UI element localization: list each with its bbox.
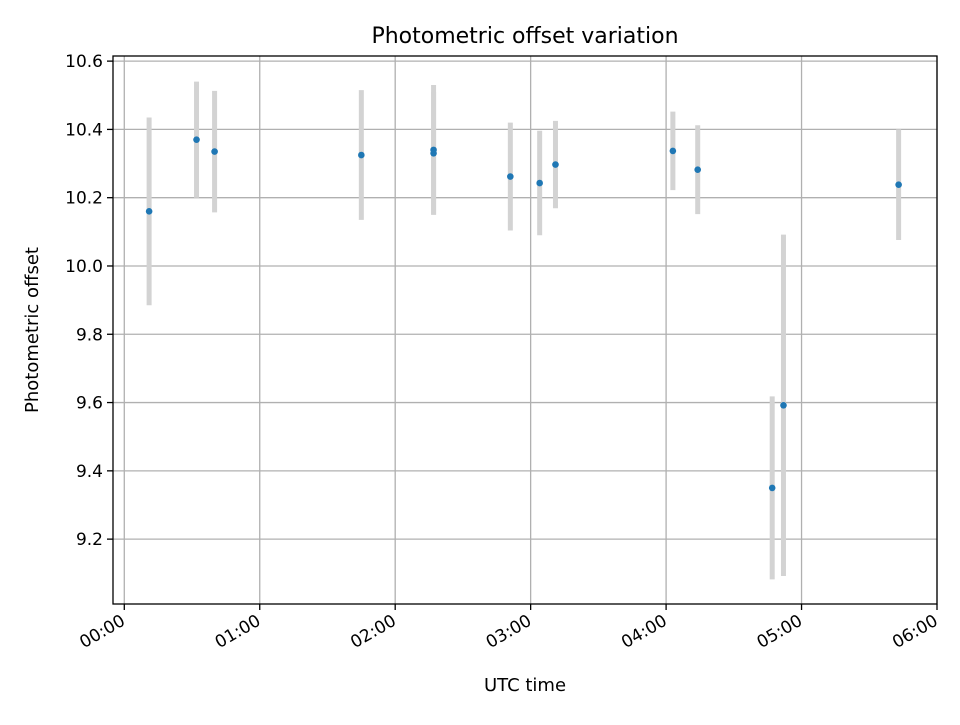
- chart-title: Photometric offset variation: [371, 24, 678, 49]
- data-point: [895, 181, 902, 189]
- data-points: [145, 136, 902, 492]
- data-point: [193, 136, 200, 143]
- data-point: [780, 401, 787, 409]
- data-point: [507, 173, 514, 180]
- y-axis-label: Photometric offset: [22, 247, 43, 413]
- plot-frame: [112, 55, 938, 605]
- y-tick-label: 9.6: [76, 394, 103, 414]
- data-point: [211, 148, 218, 155]
- y-tick-label: 9.8: [76, 325, 103, 345]
- x-axis-label: UTC time: [484, 675, 566, 696]
- data-point: [552, 161, 559, 168]
- grid: [113, 56, 938, 604]
- y-tick-label: 10.6: [65, 52, 103, 72]
- data-point: [430, 150, 437, 157]
- y-tick-label: 10.0: [65, 257, 103, 277]
- data-point: [145, 208, 153, 215]
- y-axis-ticks: 9.2 9.4 9.6 9.8 10.0 10.2 10.4 10.6: [65, 52, 113, 550]
- y-tick-label: 9.4: [76, 462, 103, 482]
- data-point: [358, 151, 365, 159]
- data-point: [669, 147, 677, 155]
- data-point: [694, 166, 702, 173]
- y-tick-label: 10.2: [65, 189, 103, 209]
- data-point: [768, 484, 776, 492]
- y-tick-label: 10.4: [65, 120, 103, 140]
- data-point: [536, 179, 543, 187]
- y-tick-label: 9.2: [76, 530, 103, 550]
